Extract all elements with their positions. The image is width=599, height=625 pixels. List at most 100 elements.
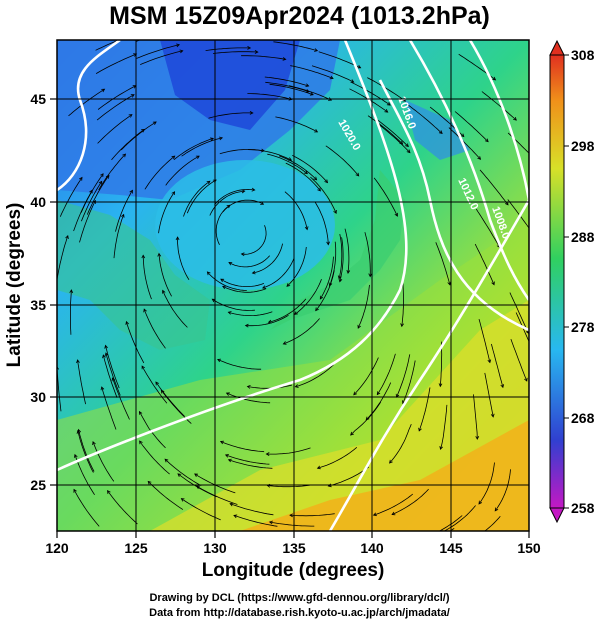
streamline: [126, 321, 145, 364]
streamline-arrowhead: [532, 232, 535, 235]
streamline-arrowhead: [241, 189, 246, 194]
streamline-arrowhead: [350, 431, 354, 436]
streamline-arrowhead: [155, 381, 159, 386]
isobar-1020: [57, 40, 121, 192]
streamline-arrowhead: [244, 323, 249, 328]
streamline-arrowhead: [224, 454, 229, 458]
streamline-arrowhead: [282, 57, 287, 61]
streamline: [435, 242, 451, 285]
streamline: [391, 488, 429, 515]
streamline: [81, 181, 103, 222]
streamline: [155, 381, 185, 417]
streamline: [279, 155, 317, 181]
streamline-arrowhead: [326, 241, 330, 246]
streamline-arrowhead: [177, 473, 182, 477]
streamline: [317, 446, 358, 469]
streamline: [144, 155, 175, 190]
streamline-arrowhead: [355, 172, 360, 177]
streamline: [57, 235, 69, 280]
streamline-arrowhead: [141, 128, 145, 133]
streamline: [353, 357, 379, 396]
streamline-arrowhead: [251, 270, 256, 275]
streamline: [267, 484, 312, 488]
streamline: [396, 354, 411, 398]
streamline-arrowhead: [226, 204, 231, 209]
streamline: [367, 115, 403, 145]
streamline: [162, 290, 188, 328]
wind-streamlines: [57, 33, 540, 539]
streamline: [139, 440, 170, 475]
streamline-arrowhead: [305, 89, 310, 93]
streamline-arrowhead: [76, 359, 80, 364]
streamline-arrowhead: [225, 392, 230, 396]
streamline: [267, 153, 308, 174]
streamline: [247, 93, 292, 100]
streamline: [344, 228, 350, 274]
y-tick-label: 45: [30, 91, 46, 107]
streamline-arrowhead: [337, 275, 342, 280]
streamline-arrowhead: [439, 446, 443, 451]
streamline: [101, 386, 117, 430]
colorbar-tick-label: 288: [571, 229, 595, 245]
streamline-arrowhead: [98, 180, 103, 185]
streamline-arrowhead: [492, 76, 497, 81]
streamline-arrowhead: [122, 153, 127, 158]
streamline: [228, 459, 273, 469]
streamline-arrowhead: [240, 252, 245, 257]
streamline: [186, 179, 217, 214]
streamline-arrowhead: [251, 187, 256, 192]
streamline-arrowhead: [304, 226, 309, 231]
streamline: [77, 430, 94, 473]
streamline: [226, 392, 271, 404]
streamline: [113, 214, 125, 259]
streamline: [295, 364, 335, 388]
streamline-arrowhead: [309, 92, 314, 96]
streamline-arrowhead: [289, 513, 294, 518]
streamline: [59, 177, 83, 217]
streamline: [212, 298, 255, 311]
streamline: [473, 394, 478, 440]
map-title: MSM 15Z09Apr2024 (1013.2hPa): [109, 2, 490, 30]
streamline: [418, 387, 431, 432]
streamline: [311, 65, 354, 83]
y-axis: [50, 98, 57, 486]
streamline-arrowhead: [424, 536, 427, 539]
streamline-arrowhead: [104, 344, 108, 349]
streamline: [177, 237, 190, 281]
streamline-arrowhead: [76, 429, 81, 434]
streamline: [95, 53, 137, 74]
colorbar-tick-label: 268: [571, 410, 595, 426]
streamline: [143, 308, 166, 349]
streamline-arrowhead: [484, 138, 489, 143]
streamline-arrowhead: [206, 180, 211, 185]
streamline: [92, 441, 115, 482]
x-tick-label: 120: [45, 540, 69, 556]
streamline: [158, 191, 175, 234]
streamline-arrowhead: [537, 161, 540, 164]
streamline-arrowhead: [134, 33, 137, 36]
streamline: [484, 372, 494, 417]
streamline: [494, 469, 511, 512]
streamline-arrowhead: [179, 49, 184, 54]
streamline-arrowhead: [254, 50, 259, 54]
streamline: [134, 40, 138, 41]
streamline-arrowhead: [65, 235, 69, 239]
streamline: [120, 121, 157, 151]
streamline-arrowhead: [57, 366, 59, 370]
streamline-arrowhead: [268, 520, 273, 525]
colorbar-tick-label: 278: [571, 319, 595, 335]
x-tick-label: 125: [124, 540, 148, 556]
streamline: [68, 88, 105, 117]
streamline: [112, 377, 130, 420]
streamline-arrowhead: [171, 155, 176, 160]
streamline: [228, 255, 270, 268]
streamline: [515, 312, 529, 343]
streamline-arrowhead: [219, 136, 224, 141]
streamline: [285, 162, 321, 192]
streamline: [225, 454, 270, 465]
streamline: [229, 503, 274, 516]
streamline: [96, 94, 135, 121]
streamline-arrowhead: [104, 352, 109, 357]
y-axis-label: Latitude (degrees): [4, 203, 25, 368]
streamline: [351, 82, 391, 106]
